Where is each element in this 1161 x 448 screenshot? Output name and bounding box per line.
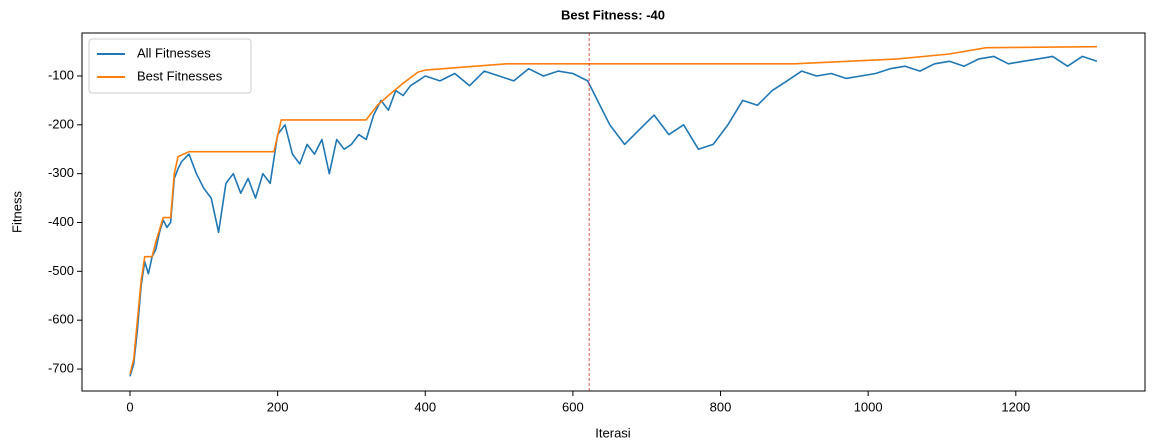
- y-tick-label: -700: [48, 360, 74, 375]
- y-tick-label: -500: [48, 263, 74, 278]
- chart-title: Best Fitness: -40: [561, 7, 665, 22]
- x-axis-label: Iterasi: [595, 425, 631, 440]
- legend-label: All Fitnesses: [137, 45, 211, 60]
- x-tick-label: 1000: [854, 399, 883, 414]
- legend-label: Best Fitnesses: [137, 68, 223, 83]
- x-tick-label: 400: [414, 399, 436, 414]
- y-tick-label: -400: [48, 214, 74, 229]
- y-tick-label: -600: [48, 312, 74, 327]
- legend-box: [88, 38, 252, 94]
- series-line: [129, 45, 1098, 375]
- x-tick-label: 0: [126, 399, 133, 414]
- x-tick-label: 1200: [1001, 399, 1030, 414]
- y-axis-label: Fitness: [9, 191, 24, 233]
- series-line: [129, 55, 1098, 377]
- x-tick-label: 200: [267, 399, 289, 414]
- x-tick-label: 800: [710, 399, 732, 414]
- legend: All Fitnesses Best Fitnesses: [88, 38, 252, 94]
- y-tick-label: -100: [48, 67, 74, 82]
- y-tick-label: -200: [48, 116, 74, 131]
- x-tick-label: 600: [562, 399, 584, 414]
- axes-frame: [81, 32, 1146, 392]
- y-tick-label: -300: [48, 165, 74, 180]
